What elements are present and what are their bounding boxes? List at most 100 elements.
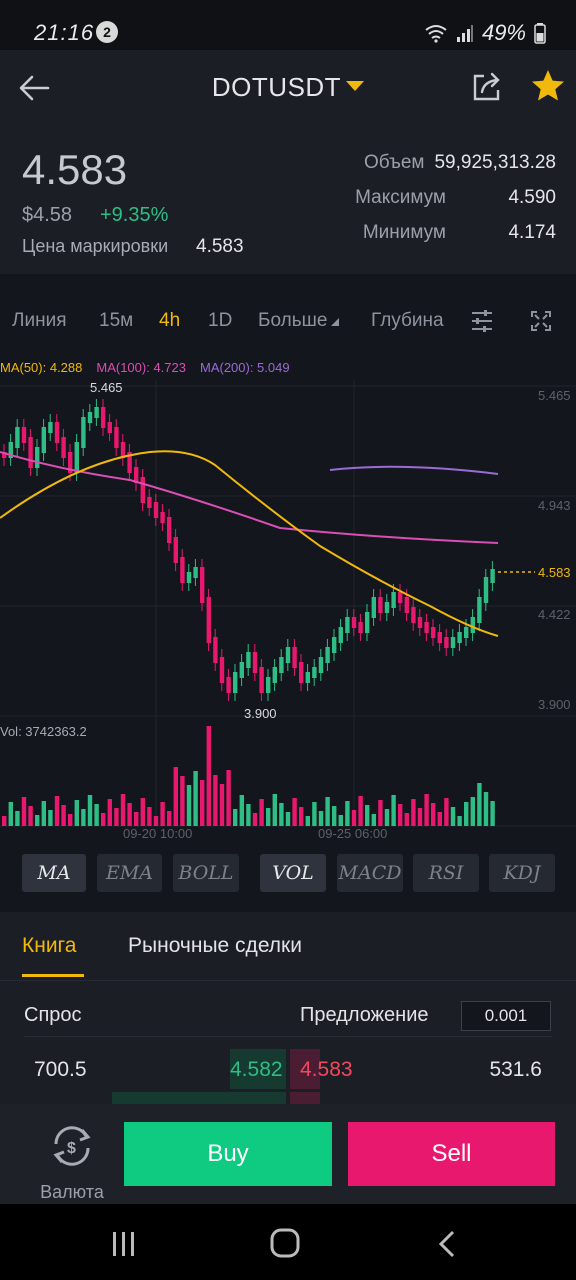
book-divider — [0, 980, 576, 981]
candle-body — [365, 612, 370, 633]
back-nav-icon[interactable] — [436, 1230, 458, 1258]
tab-depth[interactable]: Глубина — [371, 310, 444, 331]
candle-body — [252, 652, 258, 673]
tab-15m[interactable]: 15м — [99, 310, 134, 331]
candle-body — [391, 592, 396, 608]
chart-settings-icon[interactable] — [470, 308, 494, 334]
tab-order-book[interactable]: Книга — [22, 934, 77, 957]
candle-body — [431, 627, 436, 638]
indicator-rsi[interactable]: RSI — [413, 854, 479, 892]
tab-line[interactable]: Линия — [12, 310, 67, 331]
ma200-line — [329, 465, 499, 475]
candle-body — [167, 517, 172, 543]
wifi-icon — [425, 25, 447, 43]
volume-bar — [8, 802, 13, 826]
bid-price[interactable]: 4.582 — [230, 1058, 283, 1081]
candle-body — [153, 502, 159, 518]
indicator-vol[interactable]: VOL — [260, 854, 326, 892]
candlestick-chart[interactable]: 4.583 5.465 4.943 4.422 3.900 5.465 3.90… — [0, 354, 576, 844]
bid-quantity[interactable]: 700.5 — [34, 1058, 87, 1081]
trade-action-bar: $ Валюта Buy Sell — [0, 1104, 576, 1204]
volume-bar — [490, 801, 495, 826]
corner-caret-icon — [331, 318, 340, 326]
low-stat: Минимум 4.174 — [363, 222, 556, 244]
volume-bar — [81, 809, 86, 826]
volume-bar — [134, 812, 139, 826]
candle-body — [87, 412, 93, 423]
candle-body — [299, 662, 304, 683]
volume-bar — [299, 807, 304, 826]
tab-4h[interactable]: 4h — [159, 310, 181, 331]
candle-body — [272, 667, 277, 683]
share-icon[interactable] — [470, 70, 504, 104]
volume-bar — [61, 805, 66, 826]
ask-price[interactable]: 4.583 — [300, 1058, 353, 1081]
candle-body — [200, 567, 205, 603]
candle-body — [8, 442, 13, 458]
battery-icon — [534, 23, 546, 44]
volume-bar — [457, 816, 462, 826]
volume-bar — [351, 810, 357, 826]
volume-bar — [450, 807, 456, 826]
volume-bar — [120, 794, 126, 826]
currency-swap-icon: $ — [53, 1126, 91, 1166]
pair-selector[interactable]: DOTUSDT — [0, 72, 576, 103]
ask-column-label: Предложение — [300, 1004, 429, 1026]
system-nav-bar — [0, 1204, 576, 1280]
app-header: DOTUSDT — [0, 50, 576, 124]
volume-bar — [219, 784, 225, 826]
bid-depth-bar — [230, 1049, 286, 1089]
battery-percent: 49% — [481, 20, 526, 45]
back-arrow-icon[interactable] — [16, 68, 56, 108]
precision-selector[interactable]: 0.001 — [461, 1001, 551, 1031]
candle-body — [384, 602, 390, 613]
mark-price-label: Цена маркировки — [22, 236, 169, 256]
volume-bar — [338, 815, 343, 826]
date-label-2: 09-25 06:00 — [318, 826, 387, 841]
ma100-legend: MA(100): 4.723 — [96, 360, 186, 375]
buy-button[interactable]: Buy — [124, 1122, 332, 1186]
ask-quantity[interactable]: 531.6 — [489, 1058, 542, 1081]
currency-button[interactable]: $ Валюта — [30, 1118, 114, 1202]
volume-bar — [101, 813, 106, 826]
candle-body — [147, 497, 152, 508]
recent-apps-icon[interactable] — [110, 1230, 138, 1258]
tab-market-trades[interactable]: Рыночные сделки — [128, 934, 302, 957]
candle-body — [173, 537, 178, 563]
candle-body — [127, 452, 132, 473]
volume-bar — [160, 802, 165, 826]
candle-body — [120, 442, 126, 458]
indicator-ema[interactable]: EMA — [97, 854, 162, 892]
candle-body — [21, 427, 27, 443]
favorite-star-icon[interactable] — [530, 68, 566, 104]
candle-body — [318, 657, 324, 673]
tab-more-label: Больше — [258, 310, 328, 331]
notification-badge: 2 — [96, 21, 118, 43]
candle-body — [246, 652, 251, 668]
fullscreen-icon[interactable] — [530, 310, 552, 332]
volume-bar — [200, 780, 205, 826]
indicator-ma[interactable]: MA — [22, 854, 86, 892]
tab-1d[interactable]: 1D — [208, 310, 233, 331]
candle-body — [424, 622, 429, 633]
candle-body — [332, 637, 337, 653]
axis-label-2: 4.943 — [538, 498, 571, 513]
candle-body — [48, 422, 53, 433]
candle-body — [101, 407, 106, 428]
order-book-panel: Книга Рыночные сделки Спрос Предложение … — [0, 912, 576, 1112]
indicator-boll[interactable]: BOLL — [173, 854, 239, 892]
candle-body — [2, 452, 7, 458]
home-icon[interactable] — [270, 1228, 300, 1258]
candle-body — [74, 442, 79, 473]
indicator-macd[interactable]: MACD — [337, 854, 403, 892]
tab-more[interactable]: Больше — [258, 310, 340, 332]
mark-price-value: 4.583 — [196, 236, 244, 257]
volume-bar — [318, 811, 324, 826]
last-price: 4.583 — [22, 146, 128, 193]
sell-button[interactable]: Sell — [348, 1122, 555, 1186]
candle-body — [305, 672, 310, 683]
indicator-kdj[interactable]: KDJ — [489, 854, 555, 892]
volume-bar — [167, 811, 172, 826]
candle-body — [398, 592, 403, 603]
candle-body — [464, 627, 469, 638]
